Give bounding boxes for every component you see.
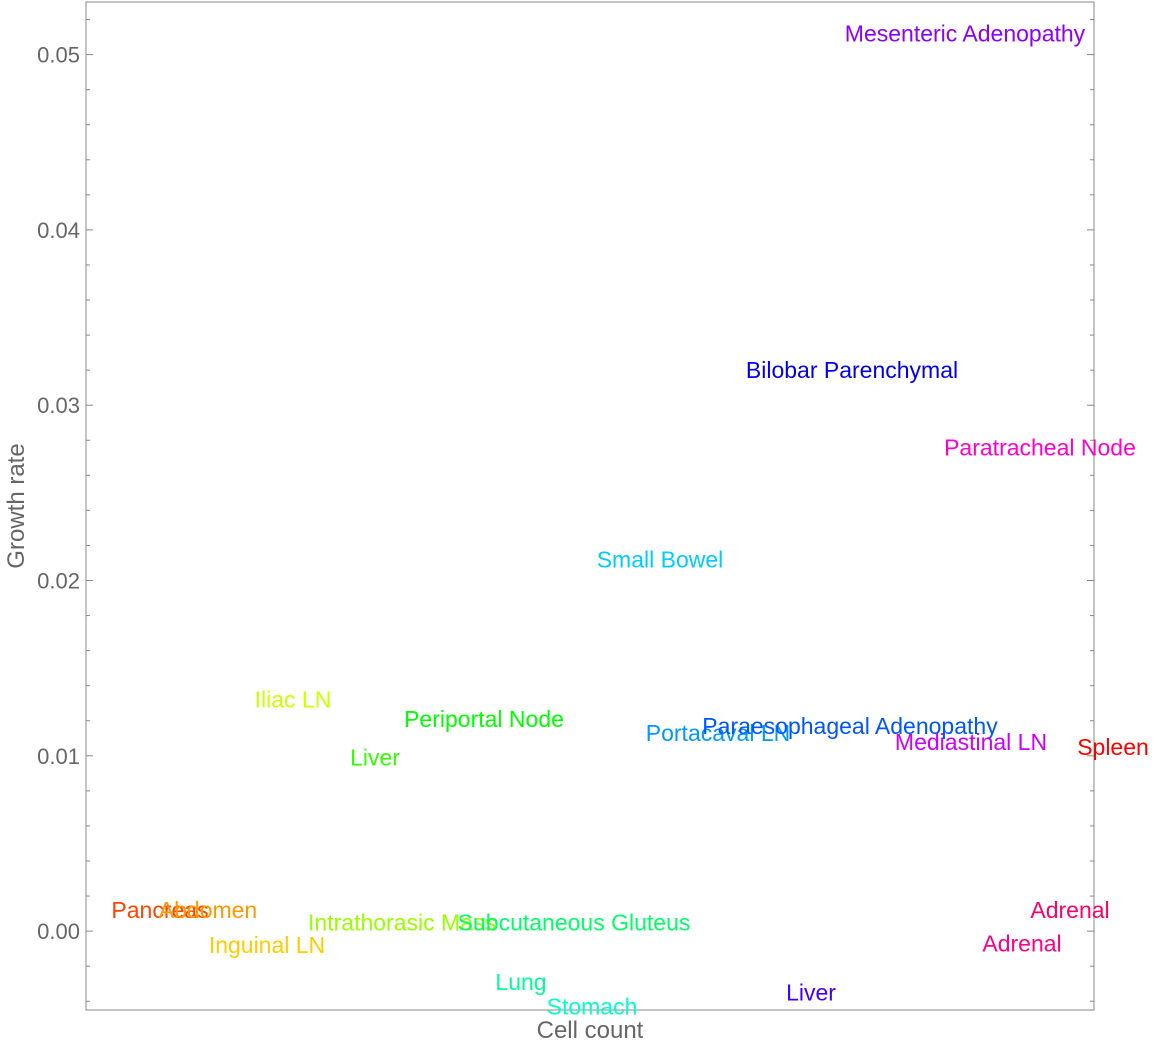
x-axis-title: Cell count — [537, 1017, 644, 1044]
y-tick-label: 0.05 — [37, 43, 80, 68]
y-tick-label: 0.01 — [37, 744, 80, 769]
point-label: Bilobar Parenchymal — [746, 357, 958, 383]
point-label: Intrathorasic Mass — [308, 909, 496, 935]
point-label: Stomach — [547, 993, 638, 1019]
point-label: Pancreas — [111, 897, 208, 923]
y-tick-label: 0.04 — [37, 218, 80, 243]
plot-frame — [85, 1, 1095, 1011]
point-label: Liver — [786, 979, 836, 1005]
point-label: Subcutaneous Gluteus — [458, 909, 691, 935]
point-label: Inguinal LN — [209, 932, 325, 958]
point-label: Liver — [350, 745, 400, 771]
point-label: Iliac LN — [255, 687, 332, 713]
point-label: Spleen — [1077, 734, 1149, 760]
y-tick-label: 0.03 — [37, 393, 80, 418]
point-labels: Mesenteric Adenopathy Bilobar Parenchymal… — [111, 21, 1148, 1020]
point-label: Abdomen — [159, 897, 257, 923]
point-label: Portacaval LN — [646, 720, 790, 746]
point-label: Adrenal — [1030, 897, 1109, 923]
point-label: Paratracheal Node — [944, 434, 1136, 460]
point-label: Paraesophageal Adenopathy — [702, 713, 998, 739]
plot-border — [85, 1, 1095, 1011]
point-label: Adrenal — [982, 930, 1061, 956]
point-label: Mesenteric Adenopathy — [845, 21, 1086, 47]
y-axis-ticks: 0.00 0.01 0.02 0.03 0.04 0.05 — [37, 19, 1094, 1002]
y-tick-label: 0.02 — [37, 569, 80, 594]
y-axis-title: Growth rate — [3, 443, 30, 568]
y-tick-label: 0.00 — [37, 919, 80, 944]
point-label: Periportal Node — [404, 706, 564, 732]
point-label: Small Bowel — [597, 546, 724, 572]
point-label: Lung — [495, 969, 546, 995]
point-label: Mediastinal LN — [895, 729, 1047, 755]
